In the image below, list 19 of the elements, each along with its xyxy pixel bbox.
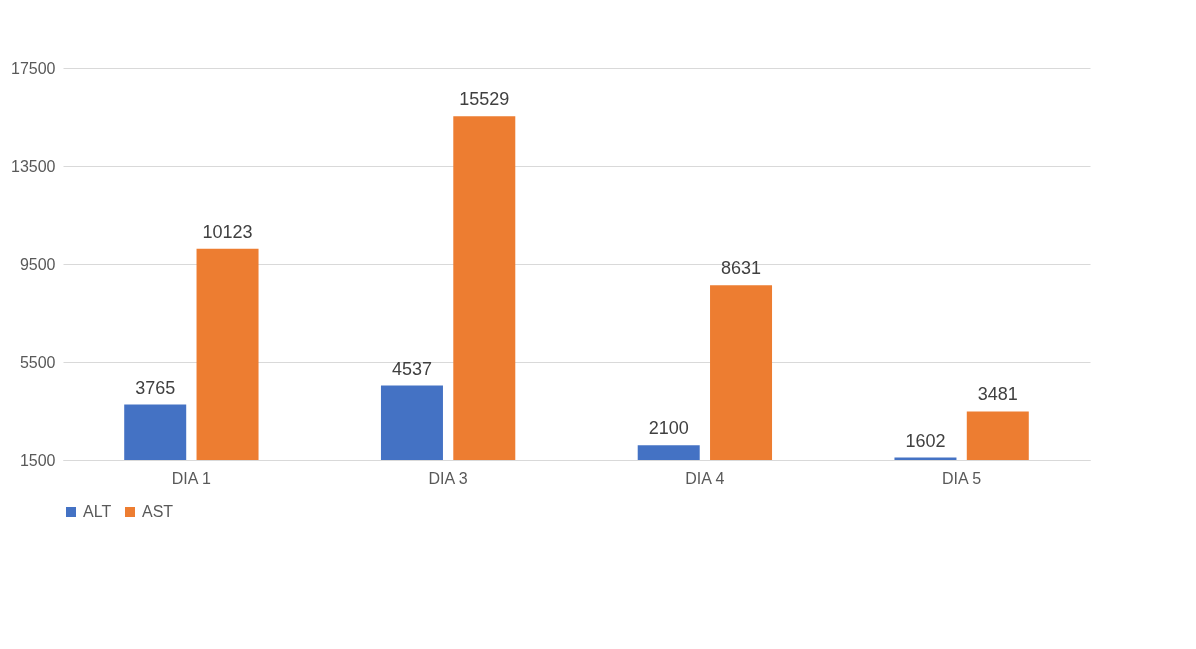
- x-tick-label: DIA 5: [942, 469, 982, 487]
- data-label: 15529: [459, 89, 510, 110]
- data-label: 3765: [135, 377, 176, 398]
- legend-label: ALT: [83, 503, 112, 520]
- legend-label: AST: [142, 503, 174, 520]
- data-label: 10123: [202, 221, 253, 242]
- data-label: 3481: [977, 384, 1018, 405]
- data-label: 2100: [648, 418, 689, 439]
- x-tick-label: DIA 1: [171, 469, 212, 487]
- data-label: 8631: [721, 258, 762, 279]
- x-tick-label: DIA 3: [428, 469, 468, 487]
- y-tick-label: 17500: [11, 59, 56, 77]
- data-label: 4537: [391, 358, 432, 379]
- y-tick-label: 9500: [19, 255, 56, 273]
- y-tick-label: 1500: [19, 451, 56, 469]
- x-tick-label: DIA 4: [685, 469, 725, 487]
- y-tick-label: 13500: [11, 157, 56, 175]
- data-label: 1602: [905, 430, 946, 451]
- y-tick-label: 5500: [19, 353, 56, 371]
